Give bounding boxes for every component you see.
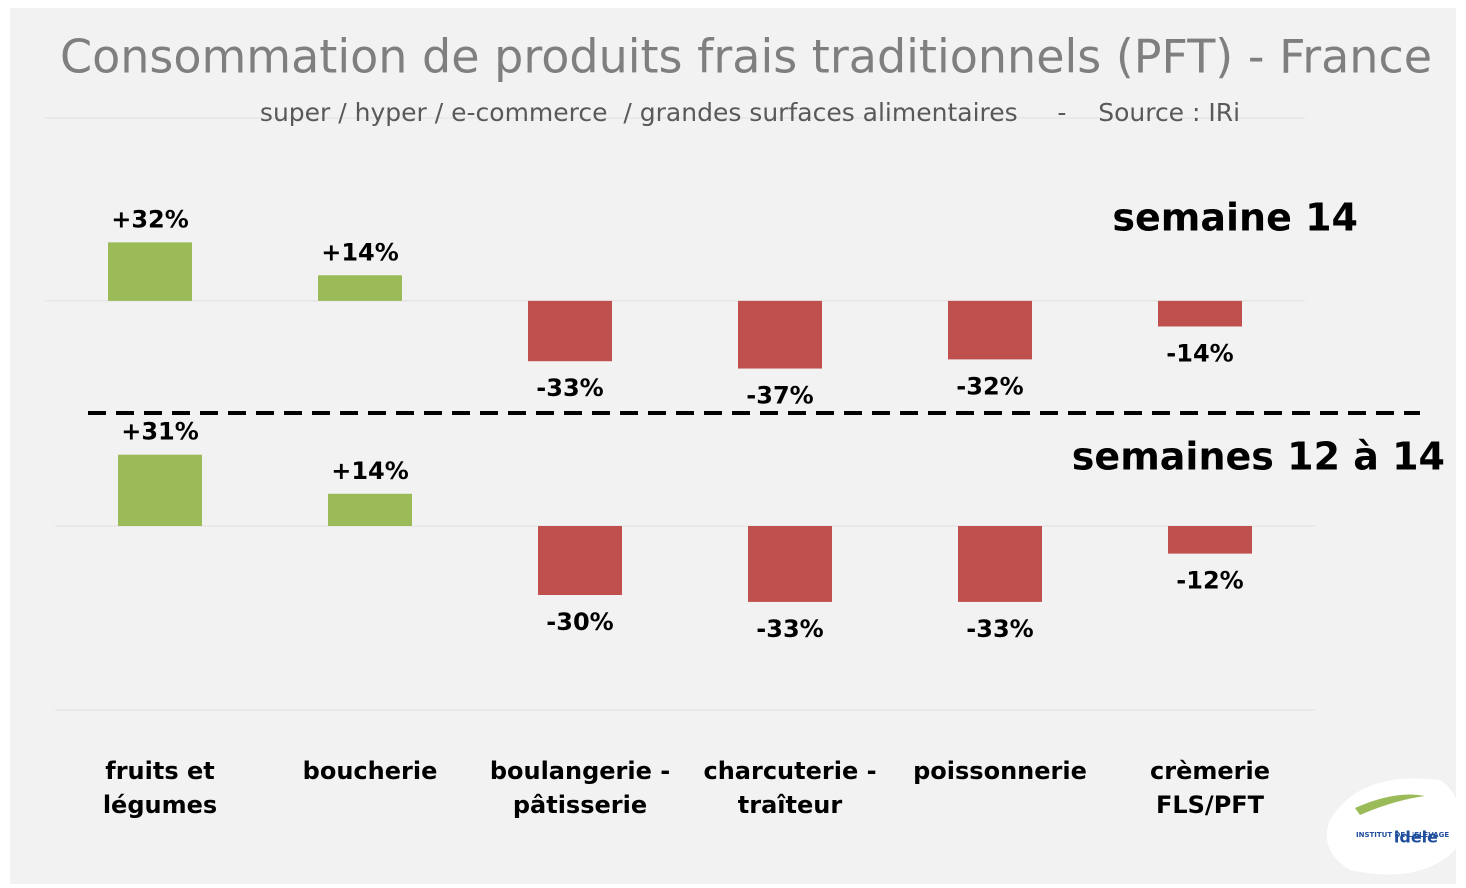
data-label: +14% xyxy=(331,457,409,485)
bar xyxy=(328,493,412,526)
bar xyxy=(108,242,192,301)
data-label: -14% xyxy=(1166,339,1233,367)
bar xyxy=(1168,526,1252,554)
bar xyxy=(538,526,622,595)
background xyxy=(10,8,1456,884)
bar xyxy=(948,300,1032,360)
data-label: -12% xyxy=(1176,567,1243,595)
x-tick-label: poissonnerie xyxy=(913,757,1087,785)
bar xyxy=(748,526,832,602)
data-label: -37% xyxy=(746,382,813,410)
data-label: -30% xyxy=(546,608,613,636)
data-label: +14% xyxy=(321,238,399,266)
logo-swoosh xyxy=(1355,794,1425,815)
chart-subtitle: super / hyper / e-commerce / grandes sur… xyxy=(260,98,1240,127)
logo-shape xyxy=(1326,778,1460,875)
x-tick-label: boulangerie - pâtisserie xyxy=(489,757,671,819)
bar xyxy=(1158,300,1242,327)
data-label: -33% xyxy=(966,615,1033,643)
x-tick-label: boucherie xyxy=(302,757,438,785)
x-tick-label: crèmerie FLS/PFT xyxy=(1150,757,1270,819)
data-label: -33% xyxy=(536,374,603,402)
logo-name: idele xyxy=(1394,828,1438,847)
bar xyxy=(958,526,1042,602)
bar xyxy=(528,300,612,362)
chart-title: Consommation de produits frais tradition… xyxy=(60,30,1432,84)
logo-org: INSTITUT DE L'ELEVAGE xyxy=(1356,831,1449,839)
data-label: +31% xyxy=(121,418,199,446)
panel-title: semaine 14 xyxy=(1112,196,1358,240)
x-tick-label: charcuterie - traîteur xyxy=(703,757,877,819)
data-label: -33% xyxy=(756,615,823,643)
data-label: +32% xyxy=(111,205,189,233)
bar xyxy=(318,275,402,301)
bar xyxy=(738,300,822,369)
data-label: -32% xyxy=(956,372,1023,400)
logo: INSTITUT DE L'ELEVAGE idele xyxy=(1326,778,1460,875)
panel-title: semaines 12 à 14 xyxy=(1072,435,1445,479)
x-tick-label: fruits et légumes xyxy=(102,757,218,819)
bar xyxy=(118,454,202,526)
